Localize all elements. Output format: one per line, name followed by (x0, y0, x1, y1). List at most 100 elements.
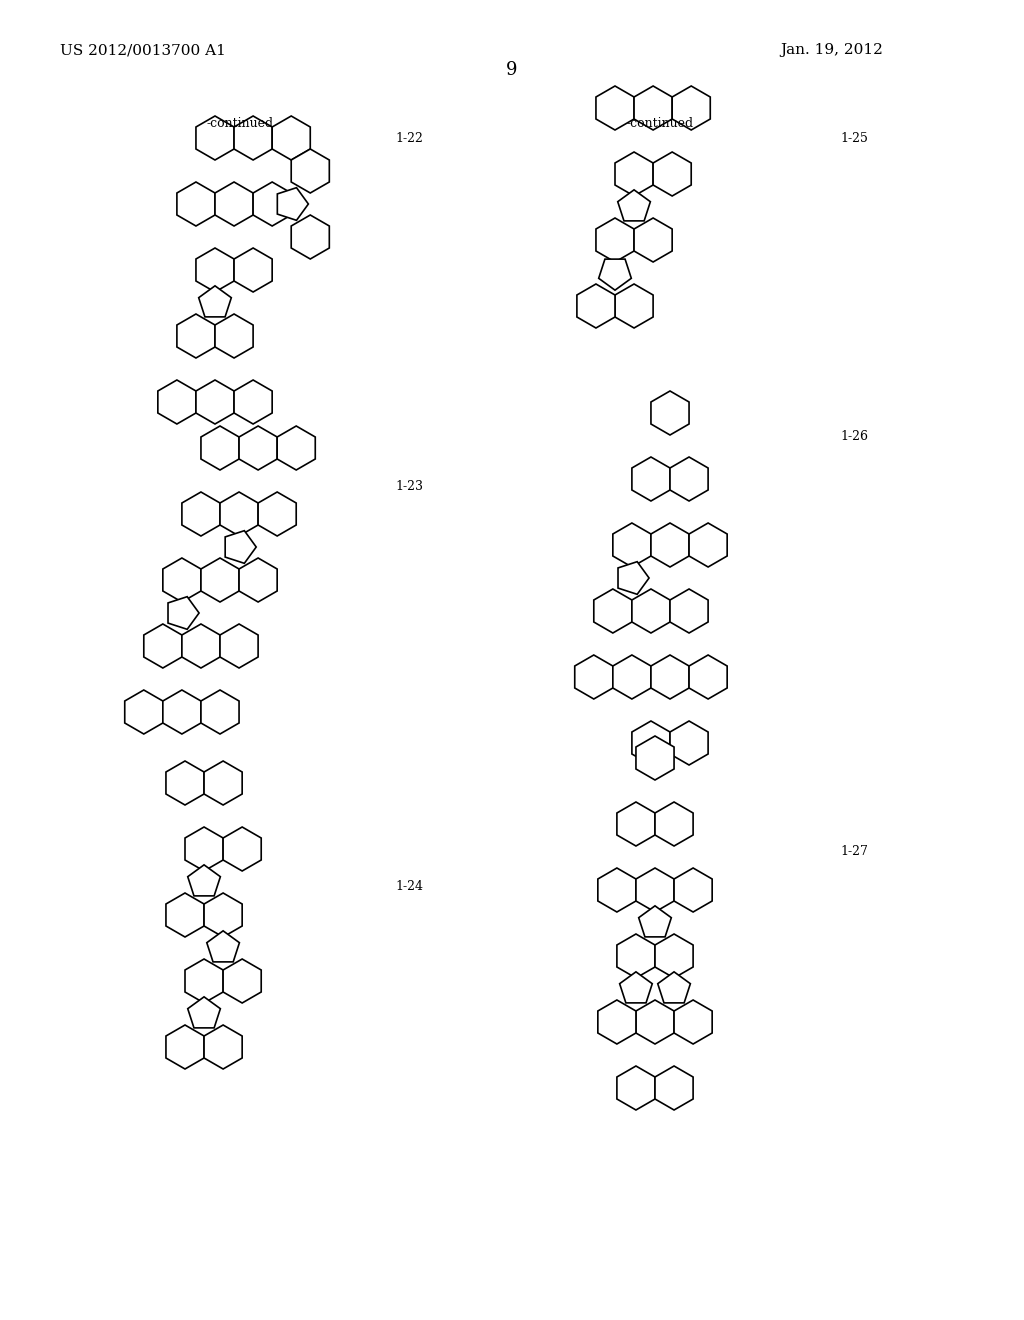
Polygon shape (278, 187, 308, 220)
Polygon shape (163, 690, 201, 734)
Polygon shape (234, 380, 272, 424)
Polygon shape (574, 655, 612, 700)
Text: 1-26: 1-26 (840, 430, 868, 444)
Polygon shape (239, 426, 278, 470)
Polygon shape (655, 935, 693, 978)
Text: 1-25: 1-25 (840, 132, 868, 145)
Text: 1-27: 1-27 (840, 845, 868, 858)
Polygon shape (196, 248, 234, 292)
Polygon shape (670, 457, 709, 502)
Polygon shape (577, 284, 615, 327)
Polygon shape (182, 624, 220, 668)
Polygon shape (177, 182, 215, 226)
Text: 1-22: 1-22 (395, 132, 423, 145)
Polygon shape (655, 803, 693, 846)
Polygon shape (612, 655, 651, 700)
Polygon shape (634, 86, 672, 129)
Polygon shape (689, 655, 727, 700)
Polygon shape (672, 86, 711, 129)
Polygon shape (234, 248, 272, 292)
Polygon shape (201, 690, 239, 734)
Polygon shape (670, 721, 709, 766)
Polygon shape (617, 190, 650, 220)
Polygon shape (618, 562, 649, 594)
Polygon shape (616, 1067, 655, 1110)
Text: US 2012/0013700 A1: US 2012/0013700 A1 (60, 44, 226, 57)
Polygon shape (655, 1067, 693, 1110)
Polygon shape (636, 869, 674, 912)
Text: 9: 9 (506, 61, 518, 79)
Polygon shape (201, 426, 239, 470)
Polygon shape (223, 960, 261, 1003)
Polygon shape (291, 149, 330, 193)
Polygon shape (234, 116, 272, 160)
Polygon shape (689, 523, 727, 568)
Polygon shape (177, 314, 215, 358)
Text: -continued: -continued (627, 117, 693, 129)
Polygon shape (199, 286, 231, 317)
Polygon shape (204, 762, 242, 805)
Polygon shape (166, 762, 204, 805)
Polygon shape (215, 314, 253, 358)
Polygon shape (220, 492, 258, 536)
Polygon shape (225, 531, 256, 564)
Polygon shape (125, 690, 163, 734)
Polygon shape (674, 1001, 712, 1044)
Polygon shape (651, 523, 689, 568)
Polygon shape (163, 558, 201, 602)
Polygon shape (143, 624, 182, 668)
Polygon shape (674, 869, 712, 912)
Polygon shape (291, 215, 330, 259)
Polygon shape (253, 182, 291, 226)
Polygon shape (158, 380, 196, 424)
Text: -continued: -continued (207, 117, 273, 129)
Polygon shape (204, 894, 242, 937)
Polygon shape (657, 972, 690, 1003)
Polygon shape (272, 116, 310, 160)
Text: 1-23: 1-23 (395, 480, 423, 492)
Polygon shape (185, 828, 223, 871)
Text: 1-24: 1-24 (395, 880, 423, 894)
Polygon shape (207, 931, 240, 962)
Polygon shape (594, 589, 632, 634)
Polygon shape (615, 284, 653, 327)
Polygon shape (220, 624, 258, 668)
Polygon shape (187, 865, 220, 896)
Polygon shape (612, 523, 651, 568)
Polygon shape (651, 655, 689, 700)
Polygon shape (166, 894, 204, 937)
Polygon shape (182, 492, 220, 536)
Polygon shape (634, 218, 672, 261)
Polygon shape (599, 259, 632, 290)
Polygon shape (598, 1001, 636, 1044)
Polygon shape (670, 589, 709, 634)
Polygon shape (616, 935, 655, 978)
Polygon shape (616, 803, 655, 846)
Text: Jan. 19, 2012: Jan. 19, 2012 (780, 44, 883, 57)
Polygon shape (278, 426, 315, 470)
Polygon shape (596, 86, 634, 129)
Polygon shape (187, 997, 220, 1028)
Polygon shape (639, 906, 672, 937)
Polygon shape (598, 869, 636, 912)
Polygon shape (653, 152, 691, 195)
Polygon shape (185, 960, 223, 1003)
Polygon shape (204, 1026, 242, 1069)
Polygon shape (620, 972, 652, 1003)
Polygon shape (239, 558, 278, 602)
Polygon shape (258, 492, 296, 536)
Polygon shape (632, 721, 670, 766)
Polygon shape (223, 828, 261, 871)
Polygon shape (615, 152, 653, 195)
Polygon shape (215, 182, 253, 226)
Polygon shape (596, 218, 634, 261)
Polygon shape (196, 380, 234, 424)
Polygon shape (196, 116, 234, 160)
Polygon shape (632, 589, 670, 634)
Polygon shape (201, 558, 239, 602)
Polygon shape (636, 1001, 674, 1044)
Polygon shape (168, 597, 199, 630)
Polygon shape (651, 391, 689, 436)
Polygon shape (632, 457, 670, 502)
Polygon shape (166, 1026, 204, 1069)
